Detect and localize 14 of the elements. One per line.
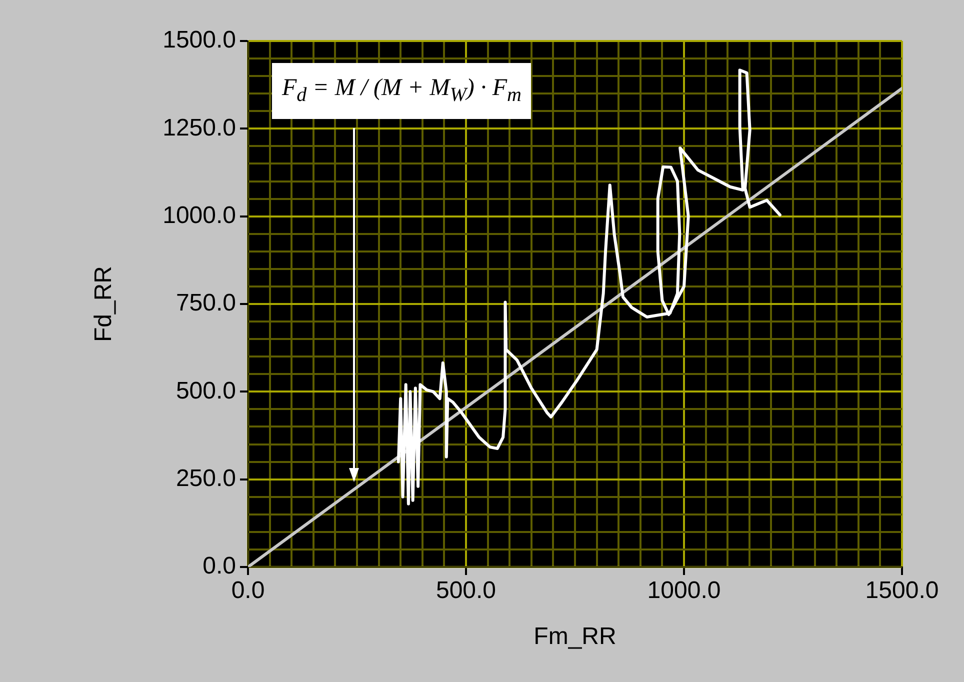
x-tick-label: 500.0 [436,577,496,604]
y-axis-title: Fd_RR [90,266,118,342]
annotation: F$_{d}$ = M / (M + M$_{W}$) · F$_{m}$ [272,63,532,119]
y-tick-label: 0.0 [202,552,236,580]
y-tick-label: 750.0 [176,290,236,317]
y-tick-label: 1000.0 [162,202,236,229]
x-tick-label: 1000.0 [647,577,721,604]
y-tick-label: 1250.0 [162,114,236,142]
x-tick-label: 1500.0 [865,577,939,604]
y-tick-label: 500.0 [176,377,236,404]
y-tick-label: 1500.0 [162,26,236,54]
x-tick-label: 0.0 [231,577,265,604]
x-axis-title: Fm_RR [534,623,616,650]
y-tick-label: 250.0 [176,464,236,492]
